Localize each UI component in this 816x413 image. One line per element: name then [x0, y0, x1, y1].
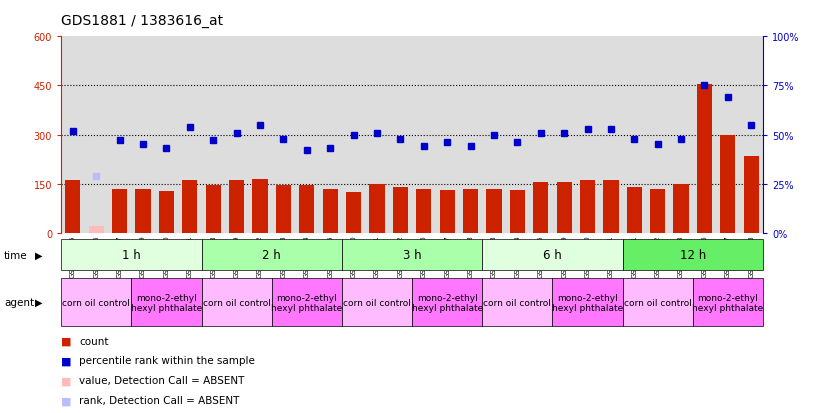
Bar [299, 186, 314, 233]
Text: 12 h: 12 h [680, 249, 706, 261]
Bar [580, 181, 595, 233]
Text: GDS1881 / 1383616_at: GDS1881 / 1383616_at [61, 14, 224, 28]
Text: value, Detection Call = ABSENT: value, Detection Call = ABSENT [79, 375, 245, 385]
Text: mono-2-ethyl
hexyl phthalate: mono-2-ethyl hexyl phthalate [131, 293, 202, 312]
Bar [202, 240, 342, 271]
Text: 1 h: 1 h [122, 249, 140, 261]
Text: corn oil control: corn oil control [62, 298, 131, 307]
Bar [743, 157, 759, 233]
Bar [552, 279, 623, 326]
Bar [342, 240, 482, 271]
Bar [65, 181, 81, 233]
Bar [623, 240, 763, 271]
Text: ■: ■ [61, 395, 72, 405]
Bar [159, 192, 174, 233]
Text: mono-2-ethyl
hexyl phthalate: mono-2-ethyl hexyl phthalate [552, 293, 623, 312]
Bar [673, 184, 689, 233]
Text: corn oil control: corn oil control [623, 298, 692, 307]
Bar [533, 183, 548, 233]
Bar [486, 189, 502, 233]
Bar [412, 279, 482, 326]
Bar [482, 240, 623, 271]
Text: 6 h: 6 h [543, 249, 561, 261]
Bar [416, 189, 432, 233]
Bar [392, 188, 408, 233]
Bar [206, 186, 221, 233]
Bar [557, 183, 572, 233]
Bar [440, 191, 455, 233]
Text: ■: ■ [61, 336, 72, 346]
Text: rank, Detection Call = ABSENT: rank, Detection Call = ABSENT [79, 395, 240, 405]
Text: 3 h: 3 h [403, 249, 421, 261]
Bar [112, 189, 127, 233]
Bar [252, 179, 268, 233]
Text: agent: agent [4, 297, 34, 308]
Bar [627, 188, 642, 233]
Text: ■: ■ [61, 375, 72, 385]
Text: ■: ■ [61, 356, 72, 366]
Text: mono-2-ethyl
hexyl phthalate: mono-2-ethyl hexyl phthalate [692, 293, 764, 312]
Bar [346, 192, 361, 233]
Bar [202, 279, 272, 326]
Text: corn oil control: corn oil control [202, 298, 271, 307]
Bar [721, 135, 735, 233]
Bar [510, 191, 525, 233]
Text: ▶: ▶ [35, 250, 42, 260]
Bar [482, 279, 552, 326]
Bar [276, 186, 291, 233]
Bar [693, 279, 763, 326]
Bar [650, 189, 665, 233]
Text: percentile rank within the sample: percentile rank within the sample [79, 356, 255, 366]
Bar [229, 181, 244, 233]
Bar [89, 227, 104, 233]
Bar [131, 279, 202, 326]
Text: time: time [4, 250, 28, 260]
Bar [370, 184, 384, 233]
Text: corn oil control: corn oil control [343, 298, 411, 307]
Bar [182, 181, 197, 233]
Bar [623, 279, 693, 326]
Text: count: count [79, 336, 109, 346]
Text: mono-2-ethyl
hexyl phthalate: mono-2-ethyl hexyl phthalate [271, 293, 343, 312]
Text: 2 h: 2 h [263, 249, 281, 261]
Bar [61, 279, 131, 326]
Text: corn oil control: corn oil control [483, 298, 552, 307]
Bar [322, 189, 338, 233]
Bar [135, 189, 151, 233]
Text: mono-2-ethyl
hexyl phthalate: mono-2-ethyl hexyl phthalate [411, 293, 483, 312]
Bar [342, 279, 412, 326]
Text: ▶: ▶ [35, 297, 42, 308]
Bar [463, 189, 478, 233]
Bar [61, 240, 202, 271]
Bar [603, 181, 619, 233]
Bar [697, 85, 712, 233]
Bar [272, 279, 342, 326]
